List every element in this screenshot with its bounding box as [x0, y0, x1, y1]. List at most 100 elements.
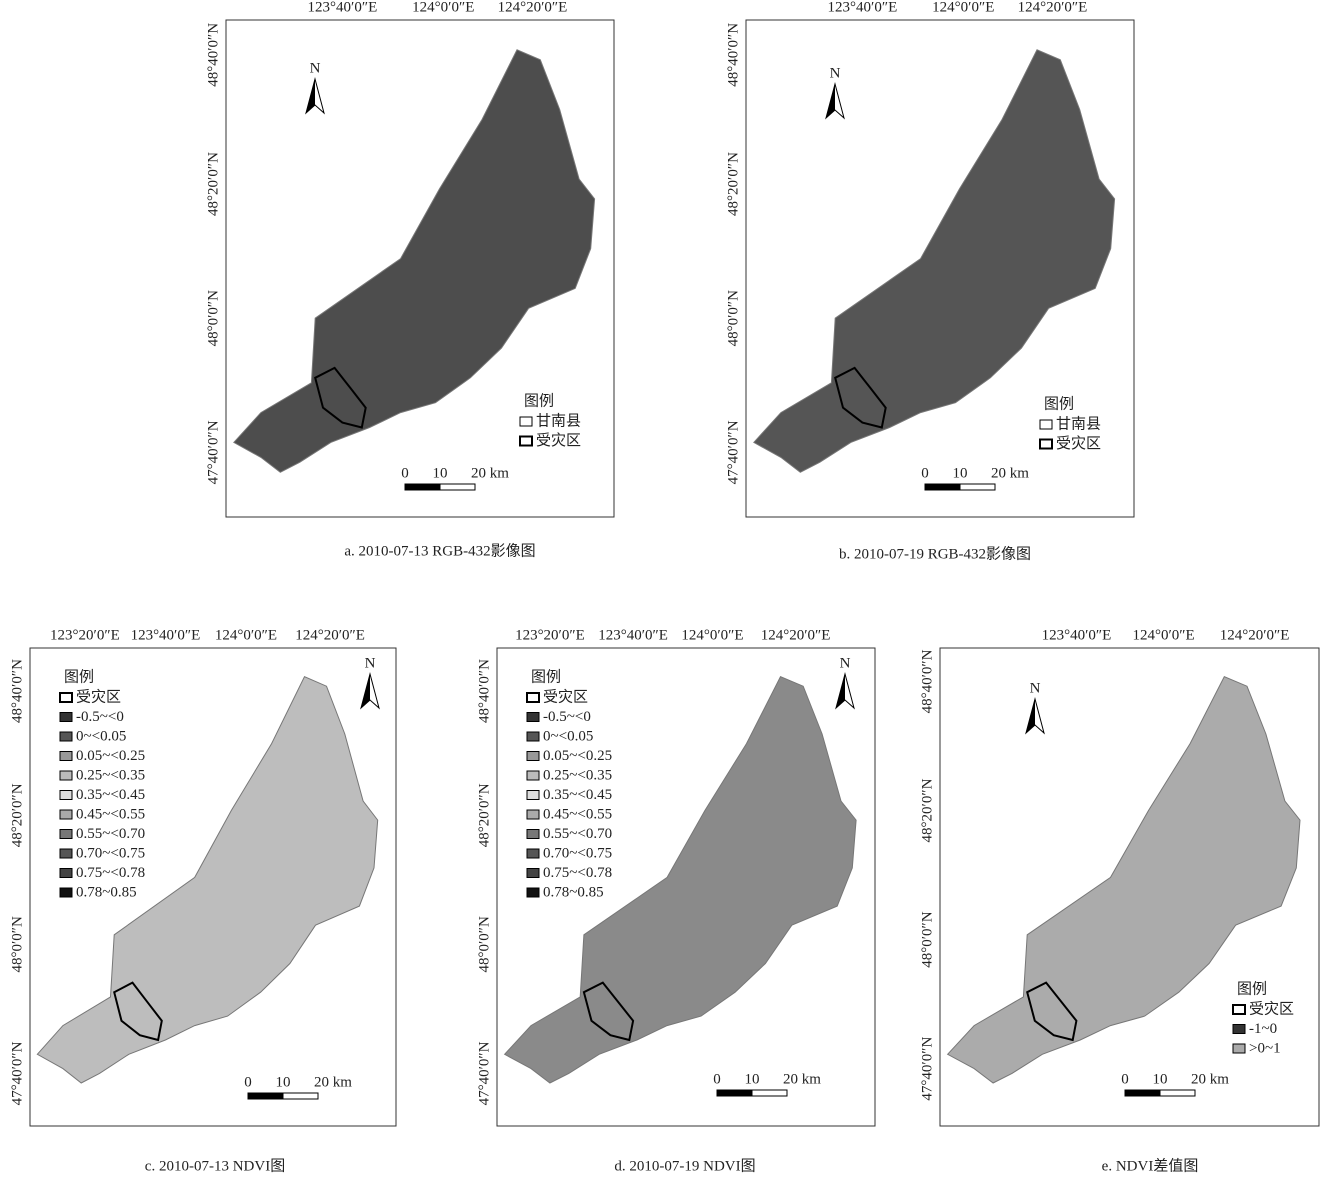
- legend-swatch: [520, 417, 532, 426]
- legend-title: 图例: [64, 668, 94, 685]
- legend-swatch: [60, 693, 72, 702]
- longitude-label: 123°40′0″E: [598, 627, 668, 643]
- legend-swatch: [527, 693, 539, 702]
- north-label: N: [365, 655, 376, 671]
- figure: 123°40′0″E 124°0′0″E 124°20′0″E 48°40′0″N 48…: [0, 0, 1329, 1178]
- scale-label: 20 km: [991, 465, 1029, 481]
- legend-label: 0.35~<0.45: [76, 787, 145, 803]
- scale-bar-light: [960, 484, 995, 490]
- latitude-label: 48°20′0″N: [9, 783, 25, 847]
- legend-swatch: [60, 830, 72, 839]
- latitude-label: 48°0′0″N: [9, 916, 25, 973]
- latitude-label: 48°40′0″N: [9, 659, 25, 723]
- legend-swatch: [527, 869, 539, 878]
- legend-swatch: [520, 437, 532, 446]
- legend-label: 0.25~<0.35: [543, 767, 612, 783]
- legend-swatch: [527, 810, 539, 819]
- legend-swatch: [527, 888, 539, 897]
- legend-swatch: [60, 732, 72, 741]
- longitude-label: 124°20′0″E: [295, 627, 365, 643]
- latitude-label: 48°40′0″N: [476, 659, 492, 723]
- legend-label: 0.45~<0.55: [76, 806, 145, 822]
- latitude-label: 48°0′0″N: [476, 916, 492, 973]
- longitude-label: 124°20′0″E: [498, 0, 568, 15]
- longitude-label: 123°20′0″E: [50, 627, 120, 643]
- scale-label: 10: [953, 465, 968, 481]
- scale-bar-dark: [717, 1090, 752, 1096]
- legend-label: -0.5~<0: [76, 709, 124, 725]
- legend-swatch: [60, 888, 72, 897]
- latitude-label: 47°40′0″N: [725, 420, 741, 484]
- map-panel: 123°40′0″E124°0′0″E124°20′0″E48°40′0″N48…: [919, 627, 1319, 1174]
- latitude-label: 48°40′0″N: [725, 23, 741, 87]
- latitude-label: 47°40′0″N: [9, 1041, 25, 1105]
- legend-swatch: [527, 849, 539, 858]
- legend-swatch: [527, 771, 539, 780]
- latitude-label: 47°40′0″N: [476, 1041, 492, 1105]
- scale-bar-light: [283, 1093, 318, 1099]
- legend-swatch: [1233, 1044, 1245, 1053]
- legend-label: 0.70~<0.75: [543, 845, 612, 861]
- longitude-label: 124°20′0″E: [1220, 627, 1290, 643]
- legend-swatch: [60, 791, 72, 800]
- legend-label: 受灾区: [1249, 1000, 1294, 1017]
- latitude-label: 48°40′0″N: [205, 23, 221, 87]
- north-label: N: [830, 65, 841, 81]
- longitude-label: 124°0′0″E: [215, 627, 277, 643]
- scale-bar-light: [752, 1090, 787, 1096]
- latitude-label: 48°20′0″N: [919, 778, 935, 842]
- legend-swatch: [1040, 440, 1052, 449]
- legend-label: 0.55~<0.70: [76, 826, 145, 842]
- north-label: N: [310, 60, 321, 76]
- scale-label: 10: [1153, 1071, 1168, 1087]
- legend-label: 0.75~<0.78: [543, 865, 612, 881]
- scale-bar-light: [1160, 1090, 1195, 1096]
- latitude-label: 48°20′0″N: [725, 152, 741, 216]
- scale-label: 20 km: [1191, 1071, 1229, 1087]
- legend-label: 受灾区: [543, 688, 588, 705]
- legend-swatch: [1233, 1005, 1245, 1014]
- scale-bar-dark: [1125, 1090, 1160, 1096]
- panel-caption: b. 2010-07-19 RGB-432影像图: [839, 545, 1031, 562]
- latitude-label: 48°0′0″N: [725, 290, 741, 347]
- latitude-label: 48°0′0″N: [919, 911, 935, 968]
- legend-swatch: [527, 713, 539, 722]
- legend-label: 0.55~<0.70: [543, 826, 612, 842]
- legend-label: 0.78~0.85: [543, 884, 604, 900]
- scale-bar-dark: [925, 484, 960, 490]
- scale-label: 20 km: [783, 1071, 821, 1087]
- legend-swatch: [60, 713, 72, 722]
- legend-title: 图例: [1044, 395, 1074, 412]
- scale-bar-dark: [405, 484, 440, 490]
- longitude-label: 124°0′0″E: [681, 627, 743, 643]
- legend-label: 受灾区: [536, 432, 581, 449]
- legend-label: 0.70~<0.75: [76, 845, 145, 861]
- north-label: N: [840, 655, 851, 671]
- panel-caption: e. NDVI差值图: [1102, 1157, 1199, 1174]
- panel-caption: d. 2010-07-19 NDVI图: [614, 1157, 755, 1174]
- longitude-label: 124°0′0″E: [412, 0, 474, 15]
- legend-label: -1~0: [1249, 1021, 1277, 1037]
- legend-swatch: [527, 791, 539, 800]
- legend-label: 0.78~0.85: [76, 884, 137, 900]
- latitude-label: 47°40′0″N: [205, 420, 221, 484]
- longitude-label: 124°20′0″E: [1018, 0, 1088, 15]
- legend-label: 0.25~<0.35: [76, 767, 145, 783]
- legend-swatch: [527, 732, 539, 741]
- longitude-label: 124°0′0″E: [932, 0, 994, 15]
- legend-label: 0.05~<0.25: [76, 748, 145, 764]
- legend-swatch: [527, 830, 539, 839]
- scale-label: 0: [401, 465, 409, 481]
- latitude-label: 48°0′0″N: [205, 290, 221, 347]
- legend-label: 甘南县: [1056, 415, 1101, 432]
- legend-label: 受灾区: [76, 688, 121, 705]
- legend-swatch: [60, 771, 72, 780]
- legend-label: 0.35~<0.45: [543, 787, 612, 803]
- scale-label: 10: [433, 465, 448, 481]
- scale-label: 0: [1121, 1071, 1129, 1087]
- scale-label: 0: [244, 1074, 252, 1090]
- map-panel: 123°40′0″E124°0′0″E124°20′0″E48°40′0″N48…: [205, 0, 614, 559]
